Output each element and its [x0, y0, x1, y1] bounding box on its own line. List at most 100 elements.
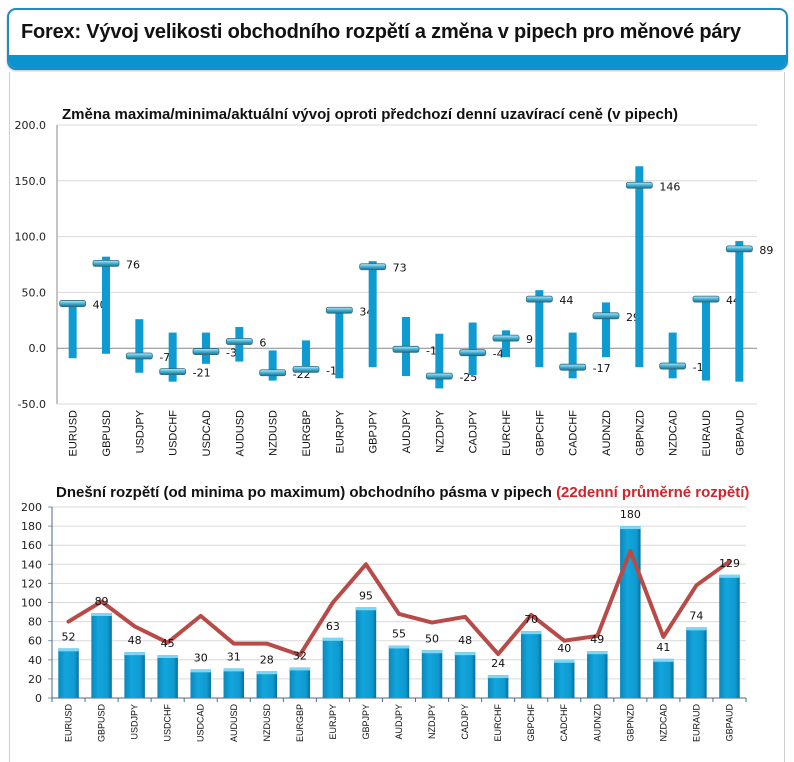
y-tick-label: 100 [21, 597, 42, 610]
x-tick-label: GBPCHF [534, 410, 546, 456]
range-bar [256, 671, 278, 698]
range-bar [653, 658, 674, 698]
chart2-title: Dnešní rozpětí (od minima po maximum) ob… [56, 484, 749, 501]
current-marker [359, 263, 387, 271]
candle-cadchf: -17 [559, 332, 611, 379]
data-label: 9 [526, 333, 533, 346]
bar-audnzd [587, 651, 608, 698]
x-tick-label: EURCHF [501, 410, 513, 456]
data-label: 44 [559, 294, 573, 307]
x-tick-label: GBPNZD [634, 410, 646, 456]
x-tick-label: EURAUD [691, 704, 701, 743]
x-tick-label: CADCHF [559, 703, 569, 741]
bar-top-highlight [487, 675, 509, 679]
x-tick-label: EURJPY [328, 704, 338, 740]
data-label: 45 [161, 637, 175, 650]
y-tick-label: 60 [28, 635, 42, 648]
range-bar [91, 613, 112, 698]
data-label: 74 [689, 609, 703, 622]
range-bar [388, 645, 410, 698]
y-tick-label: 150.0 [15, 175, 47, 188]
data-label: 32 [293, 649, 307, 662]
bar-top-highlight [520, 631, 542, 635]
data-label: 95 [359, 589, 373, 602]
data-label: -1 [426, 344, 437, 357]
x-tick-label: EURGBP [301, 410, 313, 456]
x-tick-label: NZDUSD [262, 704, 272, 742]
x-tick-label: GBPUSD [101, 410, 113, 457]
range-bar [322, 637, 344, 698]
bar-gbpchf [520, 631, 542, 698]
x-tick-label: CADJPY [468, 409, 480, 453]
bar-top-highlight [421, 650, 443, 654]
data-label: 55 [392, 627, 406, 640]
current-marker [592, 312, 620, 320]
range-bar [190, 669, 211, 698]
bar-eurgbp [289, 667, 311, 698]
y-tick-label: -50.0 [18, 398, 46, 411]
x-tick-label: GBPNZD [625, 704, 635, 742]
range-bar [435, 333, 444, 389]
candle-audusd: 6 [225, 326, 266, 362]
bar-eurjpy [322, 637, 344, 698]
current-marker [692, 295, 720, 303]
range-bar [355, 607, 377, 698]
data-label: 129 [719, 557, 740, 570]
data-label: 146 [659, 180, 680, 193]
bar-eurchf [487, 675, 509, 698]
range-bar [102, 256, 110, 354]
bar-cadjpy [454, 652, 476, 698]
y-tick-label: 20 [28, 673, 42, 686]
range-bar [68, 301, 77, 359]
x-tick-label: GBPJPY [361, 704, 371, 740]
bar-audjpy [388, 645, 410, 698]
x-tick-label: USDJPY [134, 409, 146, 453]
data-label: 30 [194, 651, 208, 664]
current-marker [392, 345, 420, 353]
x-tick-label: CADJPY [460, 704, 470, 740]
bar-nzdcad [653, 658, 674, 698]
bar-top-highlight [124, 652, 145, 656]
bar-nzdjpy [421, 650, 443, 698]
x-tick-label: NZDJPY [427, 704, 437, 739]
page-header: Forex: Vývoj velikosti obchodního rozpět… [7, 8, 788, 70]
bar-top-highlight [157, 655, 178, 659]
range-bar [520, 631, 542, 698]
data-label: -21 [193, 367, 211, 380]
range-bar [502, 330, 510, 358]
x-tick-label: EURGBP [295, 704, 305, 742]
data-label: 73 [393, 262, 407, 275]
bar-top-highlight [223, 668, 245, 672]
x-tick-label: EURUSD [68, 410, 80, 457]
y-tick-label: 40 [28, 654, 42, 667]
range-bar [223, 668, 245, 698]
data-label: 6 [259, 337, 266, 350]
data-label: 63 [326, 620, 340, 633]
range-bar [335, 308, 344, 379]
bar-usdjpy [124, 652, 145, 698]
y-tick-label: 160 [21, 539, 42, 552]
average-range-line [66, 548, 732, 658]
data-label: -7 [159, 351, 170, 364]
bar-top-highlight [620, 526, 641, 530]
bar-top-highlight [256, 671, 278, 675]
x-tick-label: GBPJPY [368, 409, 380, 453]
range-bar [135, 319, 144, 373]
data-label: 48 [458, 634, 472, 647]
candle-gbpchf: 44 [525, 290, 573, 368]
data-label: 28 [260, 653, 274, 666]
bar-gbpaud [719, 574, 740, 698]
current-marker [559, 363, 587, 371]
bar-top-highlight [91, 613, 112, 617]
current-marker [325, 306, 353, 314]
data-label: 70 [524, 613, 538, 626]
x-tick-label: AUDJPY [401, 409, 413, 453]
x-tick-label: EURJPY [334, 409, 346, 453]
x-tick-label: NZDCAD [668, 410, 680, 456]
x-tick-label: AUDJPY [394, 704, 404, 740]
data-label: 180 [620, 508, 641, 521]
x-tick-label: USDCAD [196, 704, 206, 743]
current-marker [192, 348, 220, 355]
current-marker [59, 300, 87, 307]
range-bar [454, 652, 476, 698]
